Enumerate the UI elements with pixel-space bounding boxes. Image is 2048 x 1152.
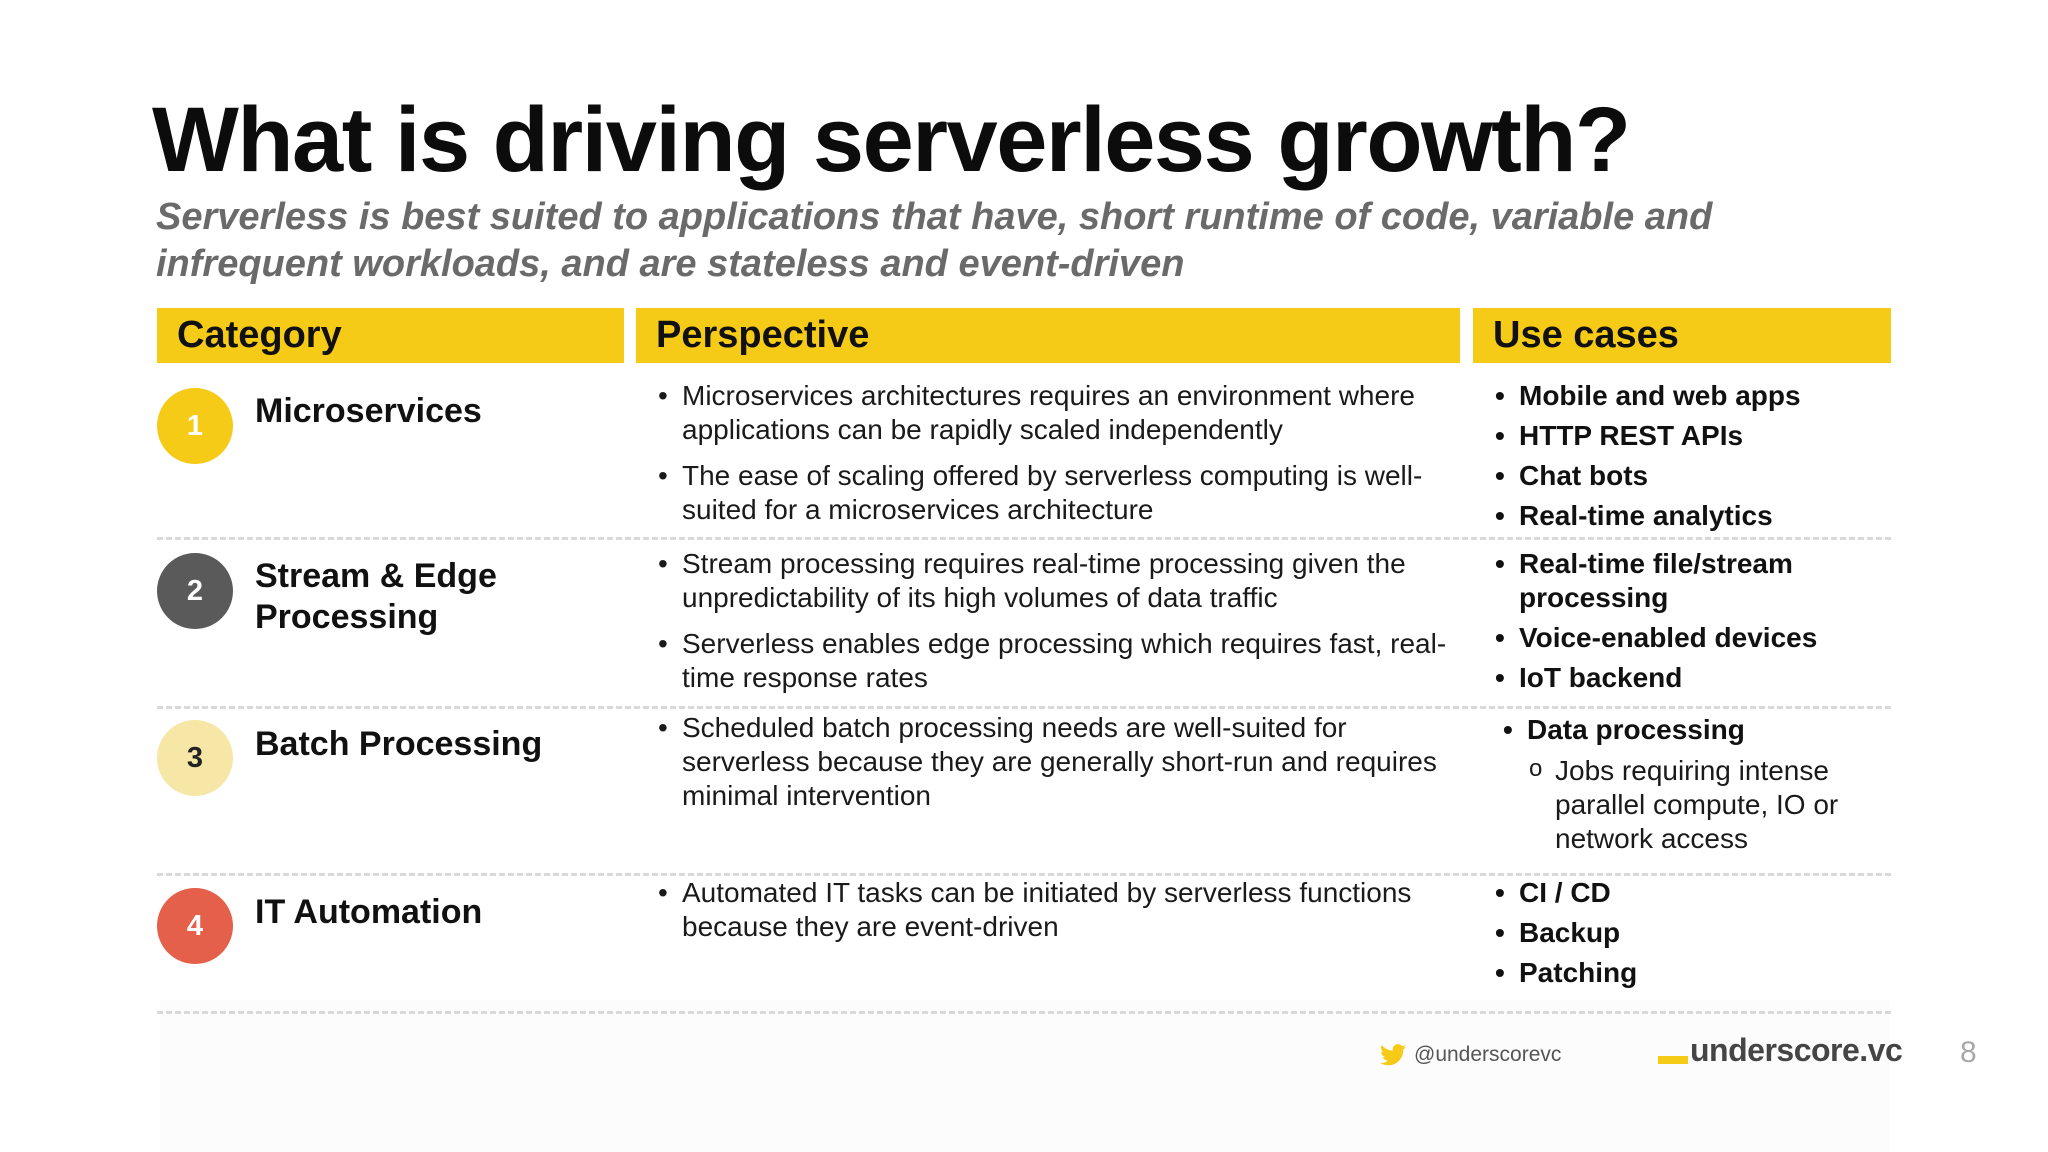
row-divider xyxy=(157,706,1891,709)
row-category: Stream & Edge Processing xyxy=(255,557,497,636)
perspective-list: Microservices architectures requires an … xyxy=(658,379,1458,539)
use-case-item: Real-time file/stream processing xyxy=(1495,547,1895,615)
use-case-item: IoT backend xyxy=(1495,661,1895,695)
footer-shade xyxy=(160,1000,1890,1152)
use-case-item: Mobile and web apps xyxy=(1495,379,1895,413)
row-category: IT Automation xyxy=(255,893,483,931)
header-use-cases: Use cases xyxy=(1473,308,1891,363)
use-case-item: Chat bots xyxy=(1495,459,1895,493)
use-case-label: Data processing xyxy=(1527,714,1745,745)
use-case-item: Backup xyxy=(1495,916,1895,950)
use-case-list: Real-time file/stream processing Voice-e… xyxy=(1495,547,1895,701)
perspective-item: Automated IT tasks can be initiated by s… xyxy=(658,876,1458,944)
row-divider xyxy=(157,537,1891,540)
row-divider xyxy=(157,1011,1891,1014)
perspective-item: Serverless enables edge processing which… xyxy=(658,627,1458,695)
use-case-item: Data processing Jobs requiring intense p… xyxy=(1503,713,1903,856)
header-perspective: Perspective xyxy=(636,308,1460,363)
use-case-list: Data processing Jobs requiring intense p… xyxy=(1503,713,1903,862)
page-title: What is driving serverless growth? xyxy=(152,89,1631,191)
row-number-badge: 3 xyxy=(157,720,233,796)
perspective-item: Microservices architectures requires an … xyxy=(658,379,1458,447)
twitter-handle: @underscorevc xyxy=(1414,1043,1562,1066)
twitter-link[interactable]: @underscorevc xyxy=(1380,1040,1561,1070)
header-category: Category xyxy=(157,308,624,363)
perspective-item: Scheduled batch processing needs are wel… xyxy=(658,711,1458,813)
brand-underscore-bar xyxy=(1658,1056,1688,1064)
row-divider xyxy=(157,873,1891,876)
page-number: 8 xyxy=(1960,1036,1977,1069)
brand-logo: underscore.vc xyxy=(1658,1030,1903,1070)
row-category: Microservices xyxy=(255,392,482,430)
brand-name: underscore.vc xyxy=(1690,1032,1903,1068)
twitter-bird-icon xyxy=(1380,1044,1406,1066)
use-case-item: Voice-enabled devices xyxy=(1495,621,1895,655)
perspective-list: Stream processing requires real-time pro… xyxy=(658,547,1458,707)
row-number-badge: 4 xyxy=(157,888,233,964)
perspective-item: The ease of scaling offered by serverles… xyxy=(658,459,1458,527)
use-case-item: Real-time analytics xyxy=(1495,499,1895,533)
perspective-list: Automated IT tasks can be initiated by s… xyxy=(658,876,1458,956)
use-case-list: Mobile and web apps HTTP REST APIs Chat … xyxy=(1495,379,1895,539)
perspective-item: Stream processing requires real-time pro… xyxy=(658,547,1458,615)
use-case-sub-list: Jobs requiring intense parallel compute,… xyxy=(1527,752,1903,856)
use-case-sub-item: Jobs requiring intense parallel compute,… xyxy=(1527,752,1903,856)
use-case-item: HTTP REST APIs xyxy=(1495,419,1895,453)
use-case-list: CI / CD Backup Patching xyxy=(1495,876,1895,996)
use-case-item: Patching xyxy=(1495,956,1895,990)
perspective-list: Scheduled batch processing needs are wel… xyxy=(658,711,1458,825)
row-number-badge: 1 xyxy=(157,388,233,464)
row-number-badge: 2 xyxy=(157,553,233,629)
page-subtitle: Serverless is best suited to application… xyxy=(156,196,1713,285)
row-category: Batch Processing xyxy=(255,725,543,763)
use-case-item: CI / CD xyxy=(1495,876,1895,910)
